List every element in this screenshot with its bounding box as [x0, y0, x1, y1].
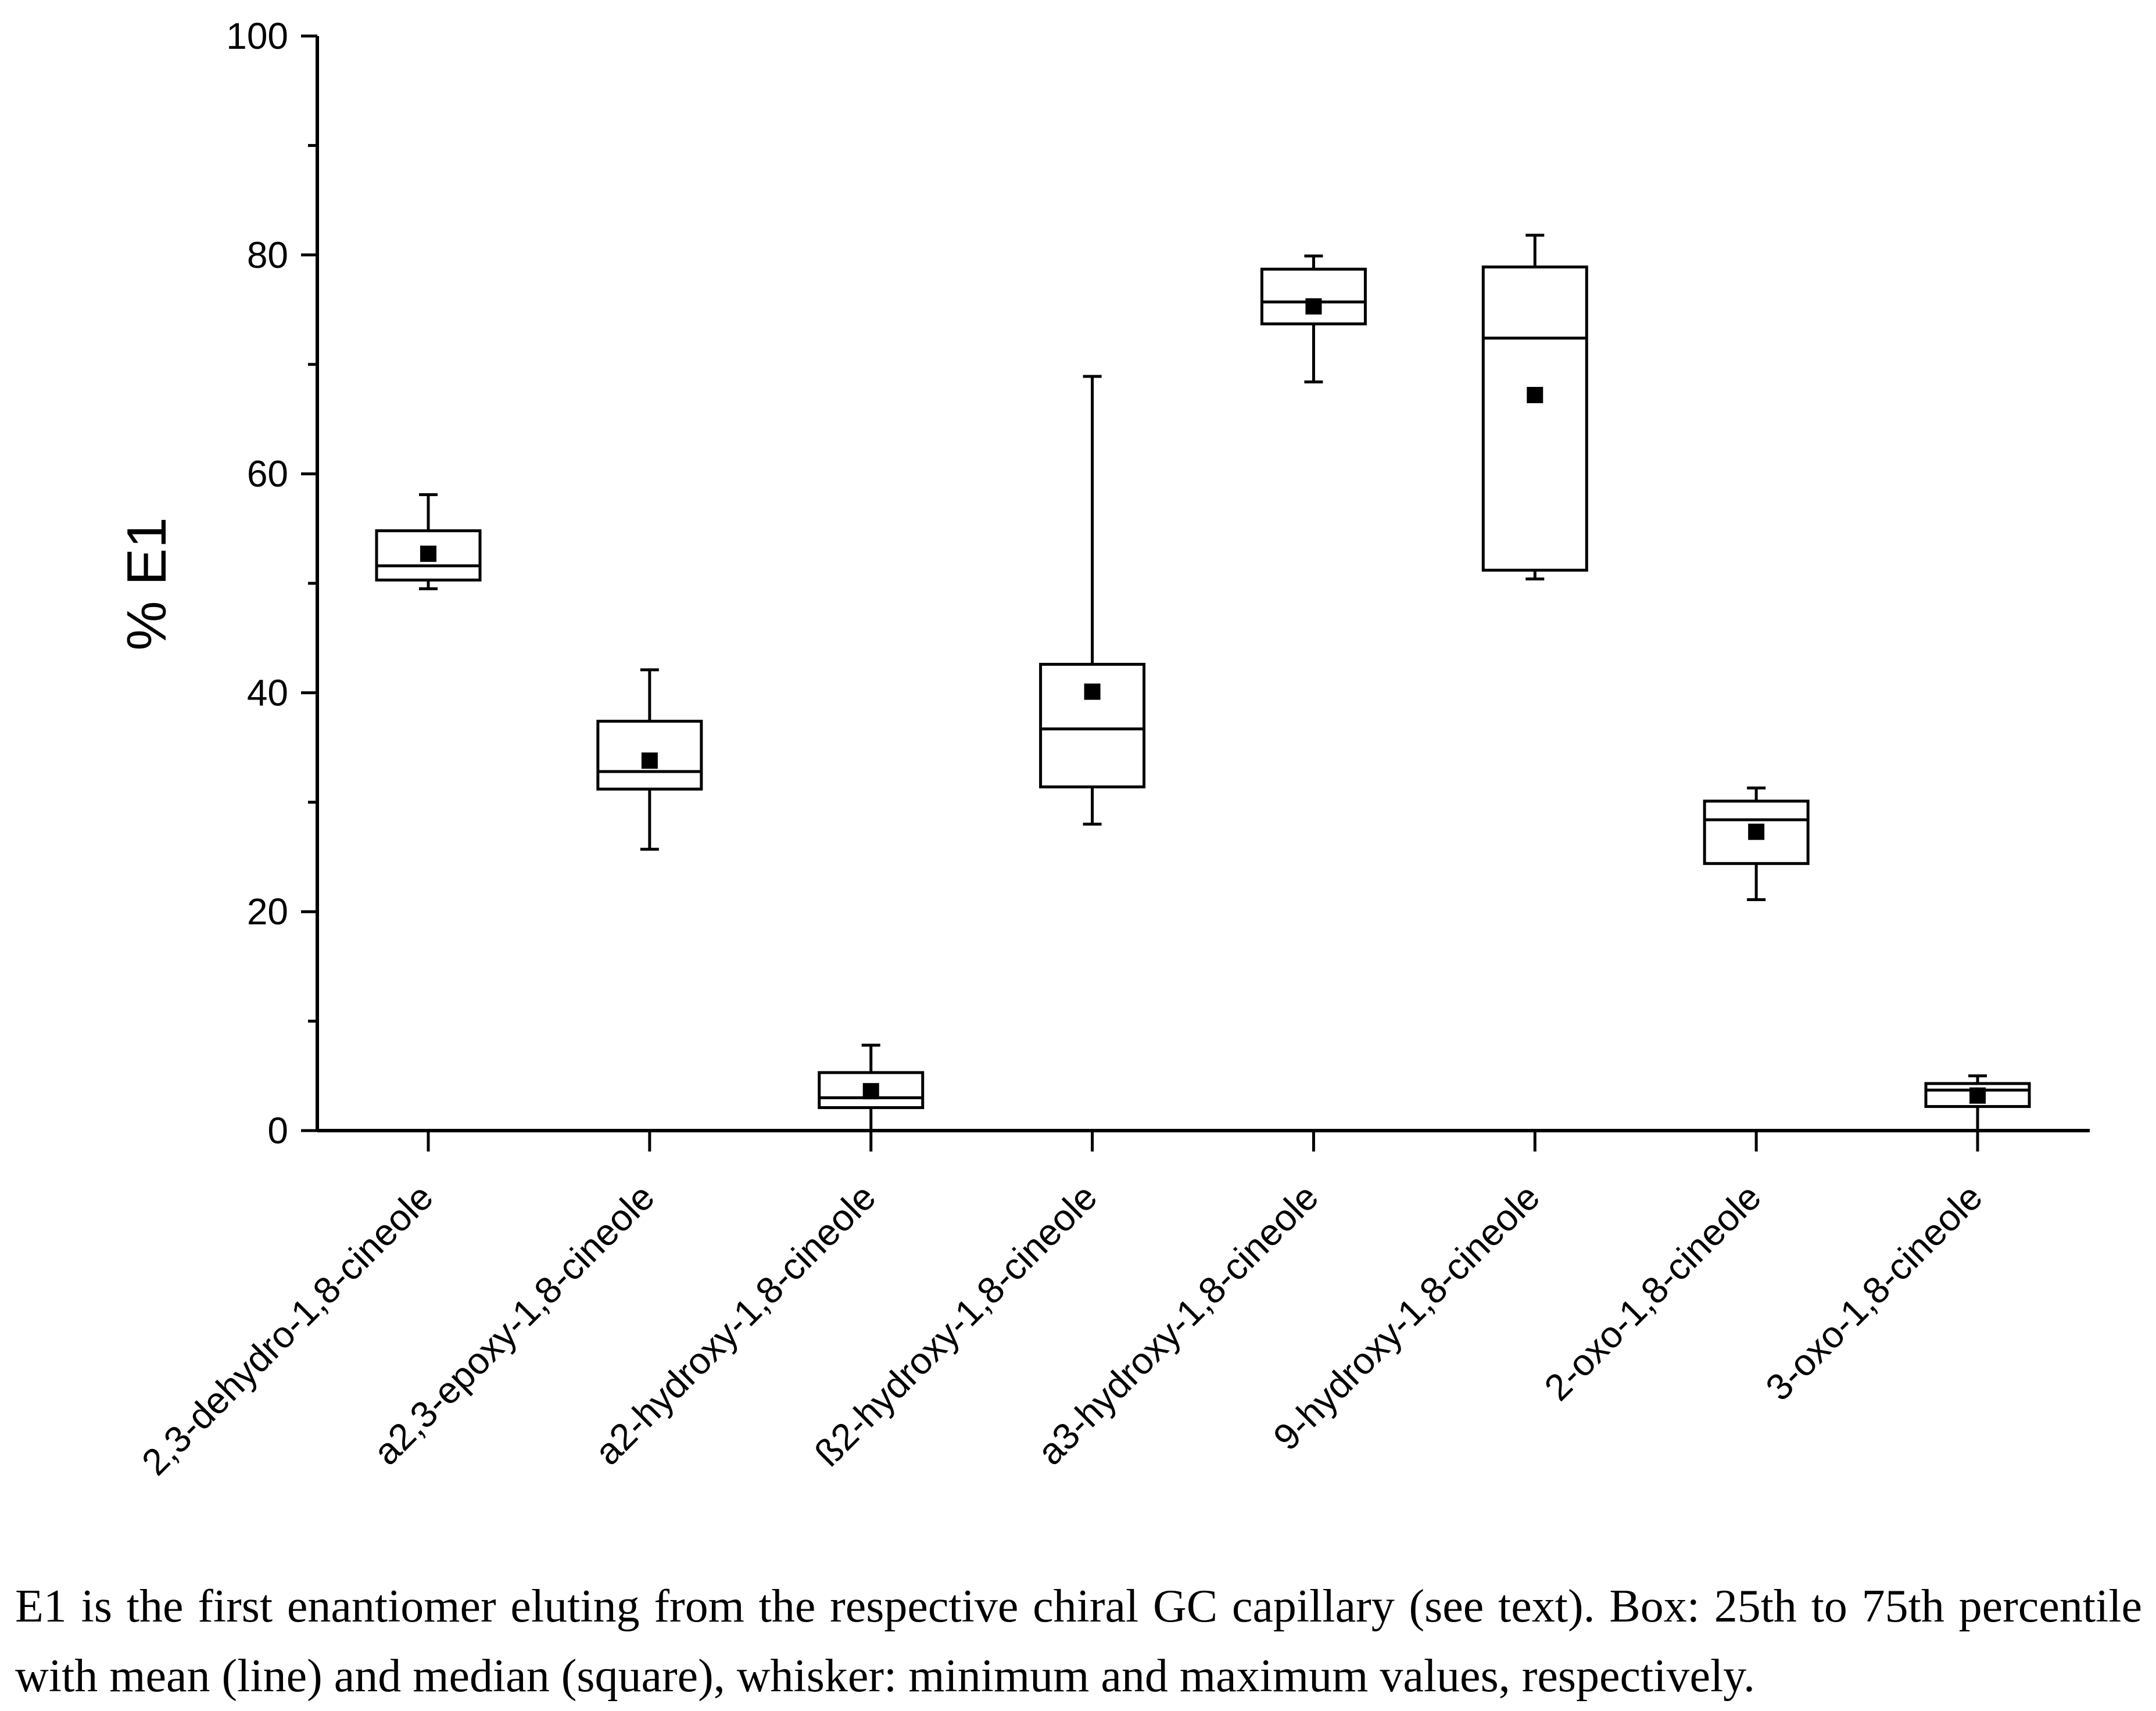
- box-group: [1924, 1074, 2031, 1131]
- box-group: [818, 1043, 925, 1131]
- box-body: [1039, 662, 1146, 788]
- box-group: [1260, 254, 1367, 383]
- box-group: [1703, 786, 1810, 901]
- box-plot-chart: 0 20 40 60 80 100 2,3-dehydro-1,8-cineolea2,3…: [116, 15, 2090, 1483]
- y-tick-label: 60: [247, 453, 288, 495]
- y-tick-label: 40: [247, 672, 288, 713]
- box-body: [1481, 266, 1588, 572]
- figure-caption: E1 is the first enantiomer eluting from …: [15, 1581, 2142, 1702]
- median-square: [641, 752, 658, 769]
- box-body: [1703, 799, 1810, 865]
- box-body: [596, 719, 703, 791]
- x-tick-labels: 2,3-dehydro-1,8-cineolea2,3-epoxy-1,8-ci…: [134, 1176, 1990, 1483]
- median-square: [420, 546, 436, 562]
- y-tick-label: 100: [226, 15, 288, 57]
- box-group: [1481, 234, 1588, 580]
- median-square: [862, 1083, 879, 1100]
- box-body: [1260, 267, 1367, 325]
- y-tick-label: 80: [247, 234, 288, 276]
- x-category-label: 3-oxo-1,8-cineole: [1757, 1176, 1990, 1409]
- box-group: [1039, 375, 1146, 826]
- box-group: [375, 493, 482, 590]
- box-body: [1924, 1082, 2031, 1109]
- box-series: [375, 234, 2031, 1131]
- box-body: [375, 529, 482, 582]
- median-square: [1305, 298, 1322, 315]
- y-tick-labels: 0 20 40 60 80 100: [226, 15, 288, 1152]
- y-tick-label: 20: [247, 891, 288, 932]
- y-axis-title: % E1: [116, 517, 178, 650]
- y-axis-ticks: [301, 34, 1979, 1152]
- y-tick-label: 0: [267, 1110, 288, 1152]
- median-square: [1084, 683, 1101, 700]
- box-group: [596, 668, 703, 851]
- box-body: [818, 1071, 925, 1109]
- median-square: [1969, 1087, 1986, 1104]
- median-square: [1748, 823, 1765, 840]
- x-category-label: 2-oxo-1,8-cineole: [1536, 1176, 1769, 1409]
- median-square: [1527, 386, 1543, 403]
